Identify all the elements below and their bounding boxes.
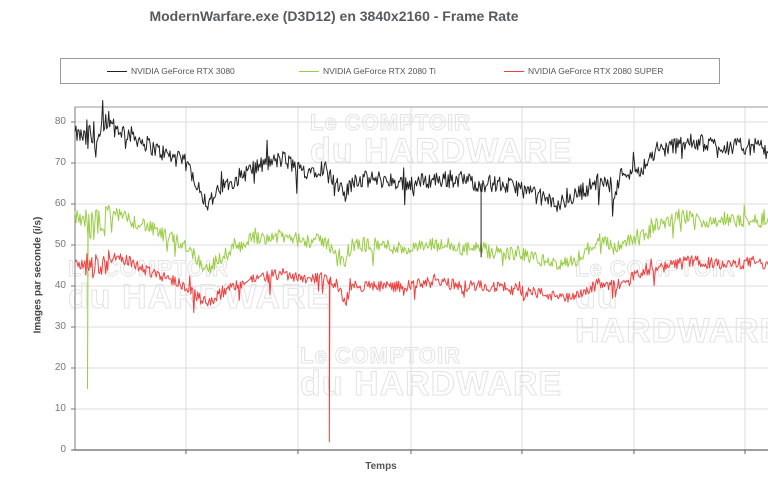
- y-tick-label: 80: [54, 116, 66, 127]
- y-axis-label: Images par seconde (i/s): [32, 216, 44, 334]
- chart-legend: NVIDIA GeForce RTX 3080 NVIDIA GeForce R…: [60, 58, 720, 84]
- legend-swatch-rtx2080super: [504, 70, 524, 72]
- y-tick-label: 10: [54, 403, 66, 414]
- series-line-2: [74, 249, 768, 443]
- y-tick-label: 30: [54, 321, 66, 332]
- y-tick-label: 70: [54, 157, 66, 168]
- y-tick-label: 0: [60, 444, 66, 455]
- y-tick-label: 20: [54, 362, 66, 373]
- legend-swatch-rtx2080ti: [299, 70, 319, 72]
- legend-item-rtx2080ti: NVIDIA GeForce RTX 2080 Ti: [299, 59, 436, 83]
- x-axis-label: Temps: [365, 461, 397, 472]
- legend-label: NVIDIA GeForce RTX 3080: [131, 66, 235, 76]
- chart-title: ModernWarfare.exe (D3D12) en 3840x2160 -…: [0, 8, 768, 24]
- y-tick-label: 40: [54, 280, 66, 291]
- y-tick-label: 50: [54, 239, 66, 250]
- series-line-0: [74, 100, 768, 217]
- legend-item-rtx2080super: NVIDIA GeForce RTX 2080 SUPER: [504, 59, 663, 83]
- series-line-1: [74, 204, 768, 389]
- legend-label: NVIDIA GeForce RTX 2080 SUPER: [528, 66, 664, 76]
- chart-title-text: ModernWarfare.exe (D3D12) en 3840x2160 -…: [149, 8, 519, 24]
- legend-swatch-rtx3080: [107, 70, 127, 72]
- y-tick-label: 60: [54, 198, 66, 209]
- legend-label: NVIDIA GeForce RTX 2080 Ti: [323, 66, 436, 76]
- legend-item-rtx3080: NVIDIA GeForce RTX 3080: [107, 59, 235, 83]
